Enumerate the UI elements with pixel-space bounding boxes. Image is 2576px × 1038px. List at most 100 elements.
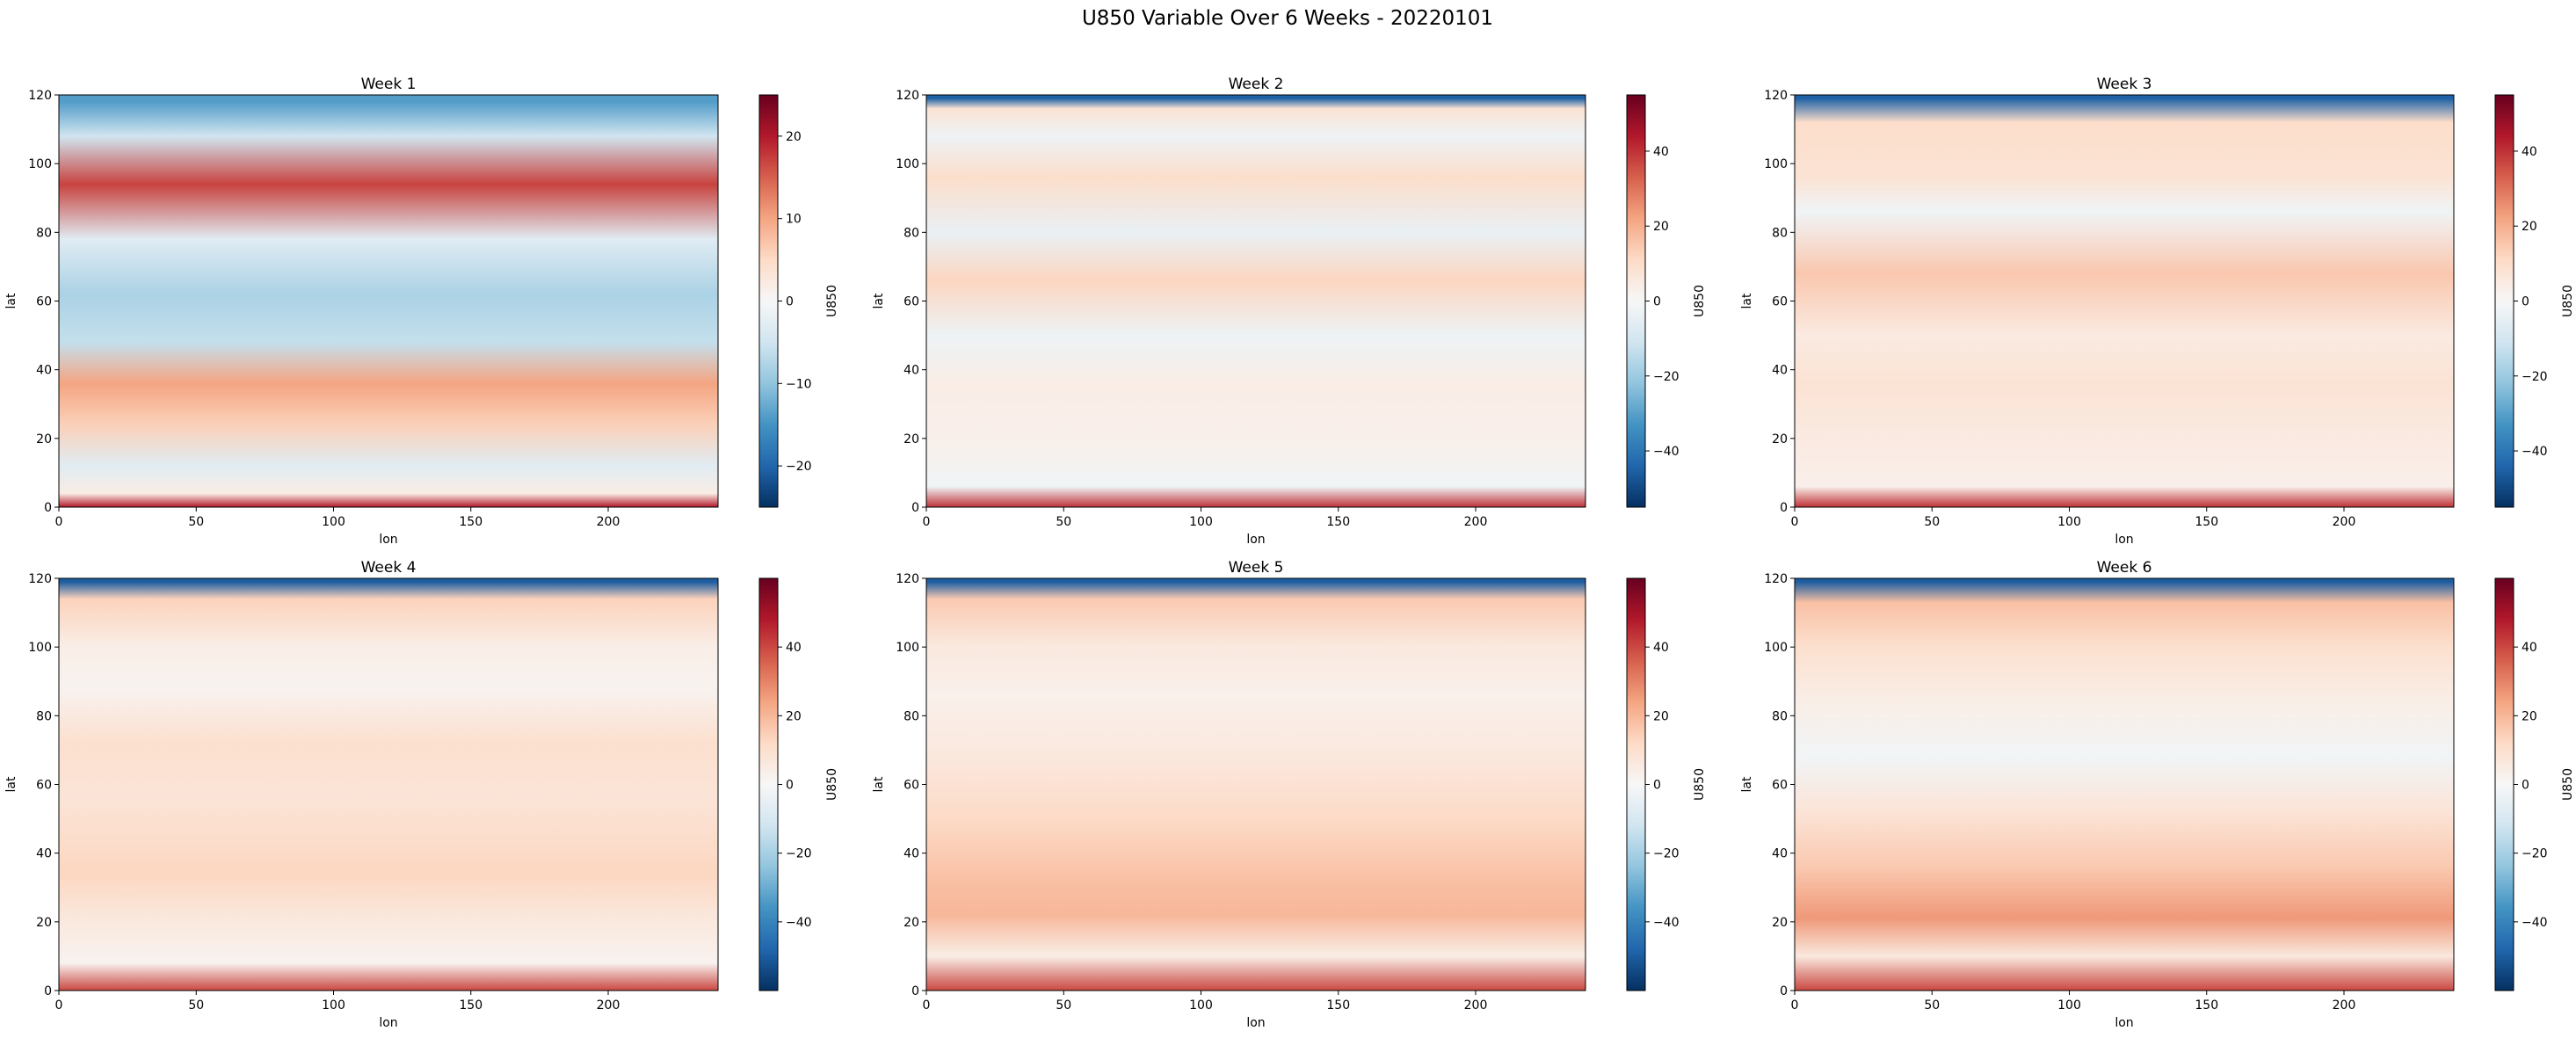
colorbar-tick-label: 0 [2522,779,2529,793]
x-tick-label: 50 [1924,515,1940,529]
x-tick-label: 150 [459,515,483,529]
x-tick-label: 200 [1464,998,1488,1013]
colorbar-tick-label: 20 [2522,709,2537,723]
colorbar-tick-label: 20 [2522,220,2537,234]
y-tick-label: 40 [903,847,919,861]
x-tick-label: 200 [2333,515,2356,529]
colorbar [2494,577,2514,991]
colorbar-label: U850 [825,285,839,317]
colorbar [1626,94,1646,508]
y-tick-label: 0 [44,501,52,515]
y-axis-label: lat [1740,776,1754,792]
colorbar-tick-label: 20 [1653,709,1669,723]
colorbar-tick-label: 0 [2522,295,2529,309]
colorbar-label: U850 [1693,285,1707,317]
x-axis-label: lon [379,533,397,547]
x-axis-label: lon [1246,1016,1265,1030]
colorbar-tick-label: 0 [1653,295,1661,309]
y-tick-label: 20 [903,432,919,446]
colorbar-label: U850 [2561,768,2575,801]
y-tick-label: 40 [903,364,919,378]
colorbar-tick-label: −20 [2522,370,2548,384]
y-axis-label: lat [872,776,886,792]
y-tick-label: 80 [36,709,52,723]
x-tick-label: 150 [1326,515,1350,529]
y-tick-label: 100 [1764,157,1788,171]
y-tick-label: 40 [36,364,52,378]
colorbar-tick-label: 40 [2522,145,2537,159]
y-tick-label: 80 [36,226,52,240]
y-tick-label: 80 [1772,226,1788,240]
heatmap-field [59,95,718,507]
x-axis-label: lon [2115,1016,2133,1030]
x-tick-label: 100 [2057,515,2081,529]
x-tick-label: 0 [55,515,63,529]
heatmap-panel: Week 50 50 100 150 200020406080100120lonlat−… [872,559,1707,1030]
heatmap-panel: Week 40 50 100 150 200020406080100120lonlat−… [4,559,839,1030]
y-tick-label: 40 [36,847,52,861]
heatmap-panel: Week 60 50 100 150 200020406080100120lonlat−… [1740,559,2575,1030]
colorbar-tick-label: 20 [786,130,802,144]
y-tick-label: 60 [36,295,52,309]
y-tick-label: 100 [1764,641,1788,655]
y-tick-label: 60 [1772,295,1788,309]
y-tick-label: 40 [1772,847,1788,861]
x-tick-label: 150 [459,998,483,1013]
x-tick-label: 200 [597,515,620,529]
y-tick-label: 100 [28,157,52,171]
x-tick-label: 50 [188,515,204,529]
y-tick-label: 80 [903,709,919,723]
x-axis-label: lon [379,1016,397,1030]
x-tick-label: 200 [597,998,620,1013]
x-tick-label: 200 [2333,998,2356,1013]
y-tick-label: 0 [1780,501,1788,515]
x-tick-label: 150 [2195,998,2218,1013]
colorbar-tick-label: −40 [1653,445,1680,459]
y-tick-label: 40 [1772,364,1788,378]
y-tick-label: 20 [903,916,919,930]
y-tick-label: 20 [1772,432,1788,446]
x-tick-label: 0 [55,998,63,1013]
y-axis-label: lat [4,293,18,308]
colorbar [758,577,779,991]
colorbar-tick-label: −20 [786,847,812,861]
y-tick-label: 60 [1772,779,1788,793]
x-tick-label: 50 [1056,515,1071,529]
colorbar [758,94,779,508]
heatmap-panel: Week 30 50 100 150 200020406080100120lonlat−… [1740,76,2575,547]
x-tick-label: 0 [923,998,931,1013]
y-tick-label: 120 [28,89,52,103]
colorbar-tick-label: 0 [786,295,794,309]
x-tick-label: 50 [188,998,204,1013]
colorbar-tick-label: 40 [2522,641,2537,655]
y-tick-label: 100 [28,641,52,655]
y-tick-label: 60 [903,779,919,793]
colorbar-tick-label: −20 [1653,370,1680,384]
colorbar-tick-label: 40 [1653,145,1669,159]
y-tick-label: 20 [36,432,52,446]
heatmap-field [59,578,718,991]
colorbar-tick-label: 40 [1653,641,1669,655]
heatmap-field [1795,95,2454,507]
x-axis-label: lon [1246,533,1265,547]
y-tick-label: 20 [36,916,52,930]
colorbar-tick-label: 10 [786,213,802,227]
x-axis-label: lon [2115,533,2133,547]
colorbar-tick-label: −40 [2522,916,2548,930]
colorbar-tick-label: 40 [786,641,802,655]
colorbar-tick-label: −40 [2522,445,2548,459]
y-tick-label: 0 [911,984,919,998]
colorbar-label: U850 [2561,285,2575,317]
heatmap-field [926,578,1586,991]
y-tick-label: 60 [36,779,52,793]
heatmap-field [926,95,1586,507]
colorbar [2494,94,2514,508]
colorbar-tick-label: 20 [786,709,802,723]
colorbar-tick-label: −40 [1653,916,1680,930]
x-tick-label: 50 [1056,998,1071,1013]
y-tick-label: 120 [28,572,52,586]
x-tick-label: 200 [1464,515,1488,529]
colorbar-tick-label: 0 [786,779,794,793]
heatmap-panel: Week 10 50 100 150 200020406080100120lonlat−… [4,76,839,547]
